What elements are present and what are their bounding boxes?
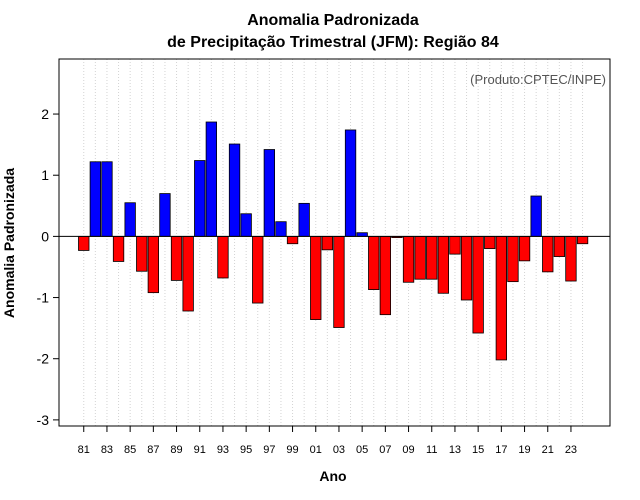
bar-2009	[402, 235, 415, 283]
bar-2015	[472, 235, 484, 334]
x-tick-label: 83	[101, 444, 113, 456]
y-tick-label: -3	[37, 412, 50, 428]
bar-2012	[437, 235, 450, 294]
bar-1995	[240, 213, 252, 237]
x-tick-label: 85	[124, 444, 136, 456]
bar-2000	[298, 202, 310, 237]
x-tick-label: 21	[542, 444, 554, 456]
bar-1994	[228, 143, 241, 237]
bar-1985	[124, 202, 136, 237]
x-tick-label: 17	[495, 444, 507, 456]
y-tick-label: -1	[37, 290, 50, 306]
bar-2017	[495, 235, 508, 361]
bar-1988	[159, 193, 171, 237]
x-tick-label: 97	[263, 444, 275, 456]
x-tick-label: 13	[449, 444, 461, 456]
x-tick-label: 23	[565, 444, 577, 456]
x-tick-label: 01	[310, 444, 322, 456]
bar-2007	[379, 235, 392, 316]
x-tick-label: 89	[170, 444, 182, 456]
bar-2010	[414, 235, 426, 280]
bar-2004	[344, 129, 357, 237]
bar-2023	[565, 235, 577, 282]
bar-1983	[101, 161, 113, 237]
x-tick-label: 93	[217, 444, 229, 456]
x-tick-label: 99	[286, 444, 298, 456]
bar-2002	[321, 235, 334, 251]
bar-1997	[263, 149, 276, 237]
bar-1984	[112, 235, 125, 262]
x-tick-label: 15	[472, 444, 484, 456]
x-tick-label: 09	[402, 444, 414, 456]
x-axis: 81 83 85 87 89 91 93 95 97 99 01 03 05 07 09 11 13 15 17 19…	[78, 426, 577, 456]
bar-1993	[217, 235, 229, 279]
bar-2005	[356, 232, 368, 237]
chart-subtitle: de Precipitação Trimestral (JFM): Região…	[167, 34, 499, 51]
x-tick-label: 87	[147, 444, 159, 456]
bar-2013	[449, 235, 461, 255]
chart-title: Anomalia Padronizada	[247, 12, 419, 29]
bar-1996	[252, 235, 264, 304]
bar-1990	[182, 235, 194, 312]
bar-2014	[460, 235, 473, 301]
bar-1998	[275, 221, 287, 237]
bar-1991	[194, 160, 206, 237]
bar-2024	[576, 235, 589, 245]
bar-1992	[205, 121, 218, 237]
bar-2019	[518, 235, 531, 262]
plot-frame	[58, 58, 611, 427]
bar-1986	[136, 235, 148, 272]
y-axis-label: Anomalia Padronizada	[1, 168, 17, 318]
product-credit: (Produto:CPTEC/INPE)	[470, 72, 606, 87]
bar-1987	[147, 235, 160, 294]
y-tick-label: -2	[37, 351, 50, 367]
x-tick-label: 05	[356, 444, 368, 456]
bars-group	[78, 121, 589, 361]
bar-2006	[368, 235, 380, 290]
x-tick-label: 03	[333, 444, 345, 456]
bar-2022	[553, 235, 565, 257]
bar-2018	[507, 235, 519, 283]
y-tick-label: 2	[41, 106, 49, 122]
bar-2020	[530, 195, 542, 237]
x-tick-label: 95	[240, 444, 252, 456]
bar-2001	[310, 235, 322, 320]
bar-2011	[426, 235, 438, 280]
x-axis-label: Ano	[319, 468, 346, 484]
bar-2021	[542, 235, 554, 273]
x-tick-label: 07	[379, 444, 391, 456]
bar-1989	[170, 235, 183, 281]
bar-2003	[333, 235, 345, 328]
y-axis: -3 -2 -1 0 1 2	[37, 106, 59, 428]
x-tick-label: 81	[78, 444, 90, 456]
x-tick-label: 11	[426, 444, 437, 456]
bar-1981	[78, 235, 90, 251]
bar-1982	[89, 161, 101, 237]
bar-2016	[484, 235, 496, 250]
x-tick-label: 19	[518, 444, 530, 456]
bar-1999	[286, 235, 299, 245]
x-tick-label: 91	[194, 444, 206, 456]
y-tick-label: 0	[41, 228, 49, 244]
y-tick-label: 1	[41, 167, 49, 183]
